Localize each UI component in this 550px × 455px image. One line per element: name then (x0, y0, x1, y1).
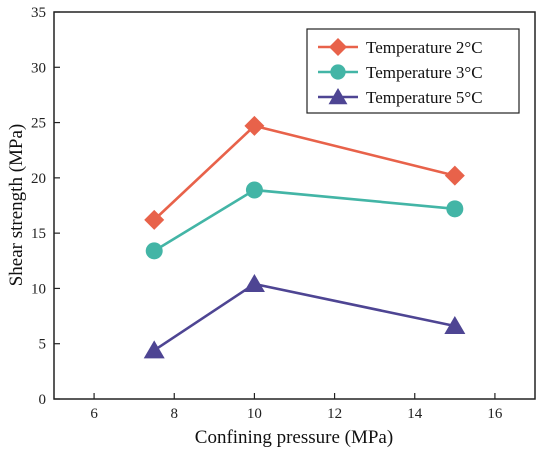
data-point (145, 242, 163, 260)
axis-ticks: 6 8 10 12 14 16 0 5 10 15 20 25 30 35 (31, 5, 503, 422)
series-circle (145, 181, 464, 260)
y-tick-label: 30 (31, 60, 46, 76)
data-point (244, 115, 265, 136)
legend-label: Temperature 5°C (366, 88, 483, 107)
data-point (444, 316, 466, 335)
legend-label: Temperature 3°C (366, 63, 483, 82)
series-line (153, 188, 455, 252)
x-tick-label: 6 (90, 406, 98, 422)
data-point (444, 165, 465, 186)
legend-marker (329, 38, 347, 56)
legend-marker (328, 88, 348, 105)
legend-label: Temperature 2°C (366, 38, 483, 57)
x-tick-label: 14 (407, 406, 423, 422)
x-tick-label: 10 (247, 406, 262, 422)
series-layer (143, 115, 466, 359)
plot-frame (53, 11, 536, 400)
y-tick-label: 0 (39, 392, 47, 408)
legend-marker (330, 64, 346, 80)
x-tick-label: 12 (327, 406, 342, 422)
data-point (245, 181, 263, 199)
x-axis-title: Confining pressure (MPa) (195, 427, 393, 448)
data-point (446, 200, 464, 218)
series-diamond (144, 115, 465, 230)
y-tick-label: 35 (31, 5, 46, 21)
y-tick-label: 25 (31, 116, 46, 132)
data-point (243, 274, 265, 293)
data-point (144, 209, 165, 230)
y-axis-title: Shear strength (MPa) (6, 124, 27, 287)
y-tick-label: 10 (31, 281, 46, 297)
data-point (143, 340, 165, 359)
x-tick-label: 16 (487, 406, 503, 422)
y-tick-label: 20 (31, 171, 46, 187)
y-tick-label: 5 (39, 337, 47, 353)
y-tick-label: 15 (31, 226, 46, 242)
series-triangle (143, 274, 466, 359)
series-line (153, 282, 456, 352)
legend: Temperature 2°C Temperature 3°C Temperatur… (306, 28, 520, 114)
x-tick-label: 8 (171, 406, 179, 422)
